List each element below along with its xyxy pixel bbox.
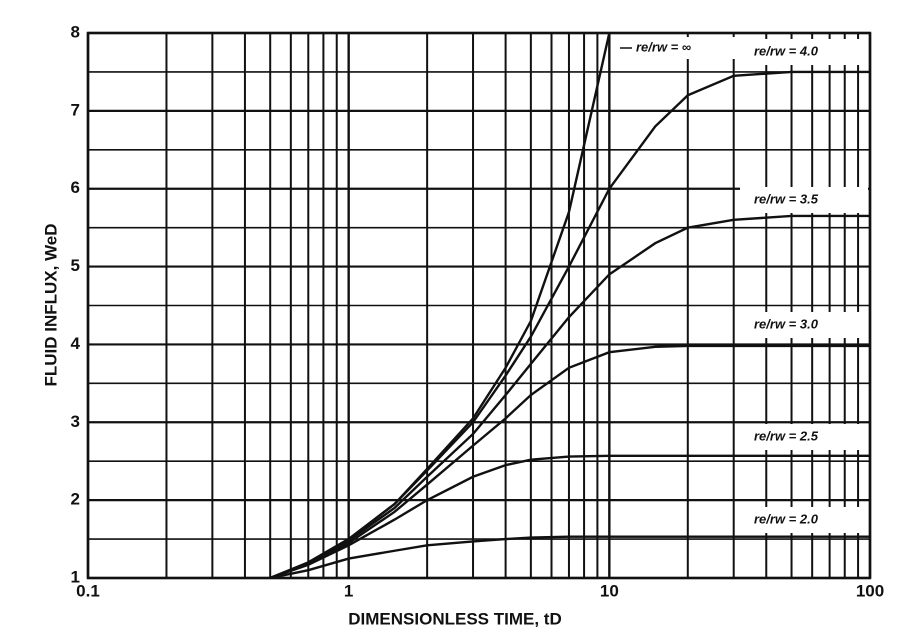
plot-frame xyxy=(86,31,872,580)
curve-label: re/rw = 3.0 xyxy=(754,316,819,331)
curve xyxy=(269,454,870,578)
curve-label: re/rw = 2.5 xyxy=(754,428,819,443)
label-box xyxy=(740,187,868,213)
label-box xyxy=(740,507,868,533)
curve-label: re/rw = 4.0 xyxy=(754,43,819,58)
curve xyxy=(269,214,870,578)
x-axis-label: DIMENSIONLESS TIME, tD xyxy=(348,609,561,628)
x-tick-label: 0.1 xyxy=(76,581,100,600)
y-tick-label: 4 xyxy=(71,334,81,353)
x-tick-label: 100 xyxy=(856,581,884,600)
label-box xyxy=(740,424,868,450)
x-tick-label: 10 xyxy=(600,581,619,600)
y-axis-label: FLUID INFLUX, WeD xyxy=(41,223,60,386)
x-tick-label: 1 xyxy=(344,581,353,600)
y-tick-label: 8 xyxy=(71,22,80,41)
y-tick-label: 6 xyxy=(71,178,80,197)
y-tick-label: 3 xyxy=(71,412,80,431)
curve xyxy=(269,70,870,578)
y-tick-label: 1 xyxy=(71,567,80,586)
label-box xyxy=(618,37,736,59)
curve xyxy=(269,535,870,578)
label-box xyxy=(740,39,868,65)
curve xyxy=(269,344,870,578)
curve-label: re/rw = ∞ xyxy=(636,39,691,54)
curve-label: re/rw = 2.0 xyxy=(754,511,819,526)
label-box xyxy=(740,312,868,338)
y-tick-label: 2 xyxy=(71,490,80,509)
curve-label: re/rw = 3.5 xyxy=(754,191,819,206)
y-tick-label: 7 xyxy=(71,100,80,119)
y-tick-label: 5 xyxy=(71,256,80,275)
